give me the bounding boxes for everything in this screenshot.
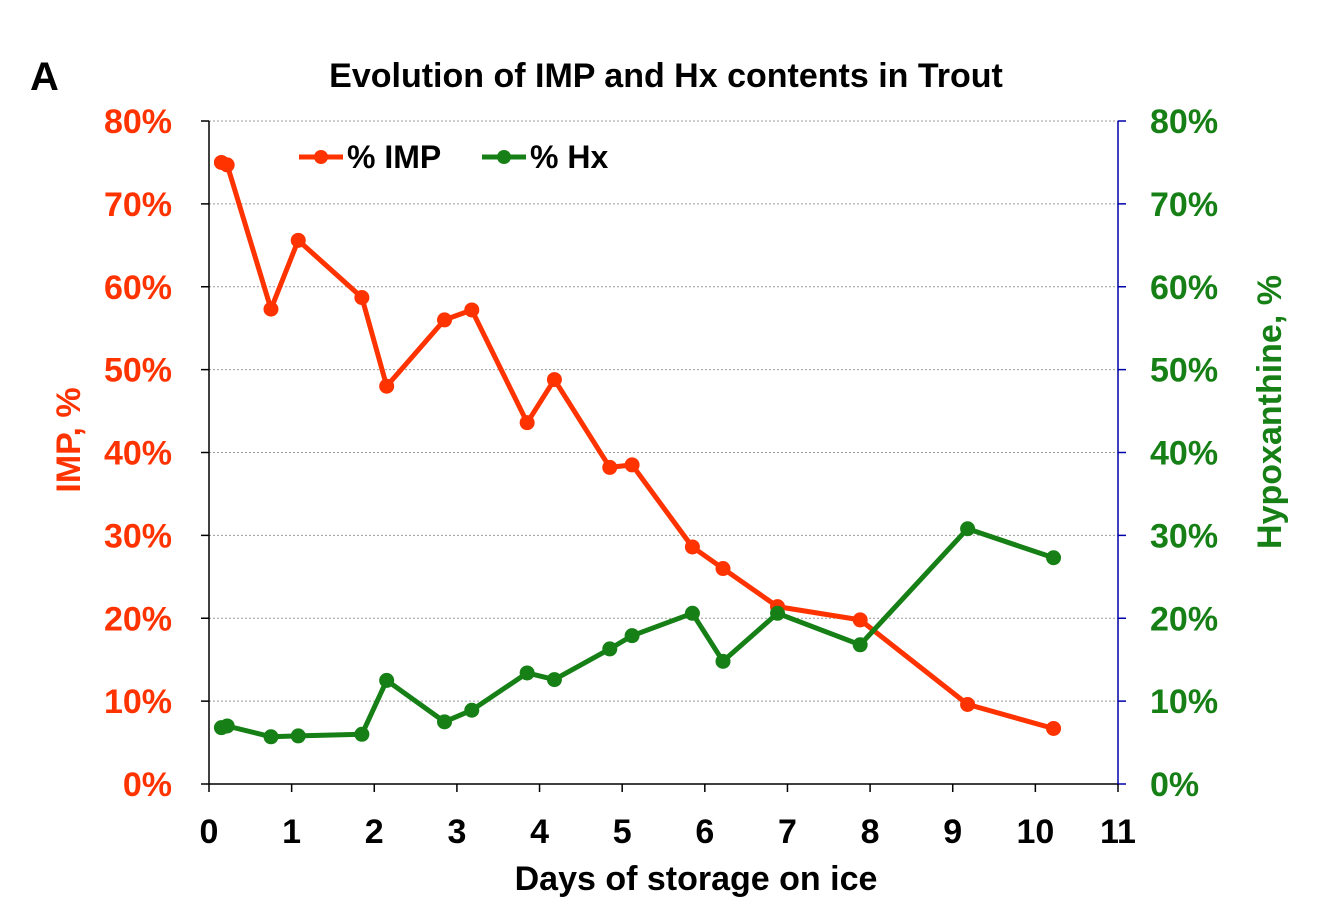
left-tick-label: 50% — [104, 352, 172, 390]
data-point-hx — [379, 672, 395, 688]
left-tick-label: 60% — [104, 269, 172, 307]
axes — [201, 120, 1126, 792]
data-point-hx — [1046, 550, 1062, 566]
data-point-imp — [960, 696, 976, 712]
left-tick-label: 40% — [104, 435, 172, 473]
x-tick-label: 3 — [447, 813, 466, 851]
legend-imp-marker — [314, 150, 328, 164]
data-point-hx — [546, 672, 562, 688]
data-point-imp — [379, 378, 395, 394]
data-point-imp — [852, 612, 868, 628]
data-point-imp — [437, 312, 453, 328]
gridlines — [209, 120, 1118, 702]
right-tick-label: 10% — [1150, 683, 1218, 721]
x-tick-label: 0 — [200, 813, 219, 851]
x-tick-label: 9 — [943, 813, 962, 851]
x-tick-label: 6 — [695, 813, 714, 851]
x-tick-label: 8 — [861, 813, 880, 851]
data-point-imp — [1046, 720, 1062, 736]
left-axis-title: IMP, % — [50, 387, 88, 492]
data-point-hx — [684, 605, 700, 621]
series-line-imp — [220, 160, 1055, 731]
series-layer — [213, 154, 1062, 745]
x-tick-label: 7 — [778, 813, 797, 851]
legend-hx-marker — [497, 150, 511, 164]
data-point-hx — [960, 521, 976, 537]
data-point-hx — [624, 628, 640, 644]
left-tick-label: 20% — [104, 600, 172, 638]
right-tick-label: 70% — [1150, 186, 1218, 224]
chart-title: Evolution of IMP and Hx contents in Trou… — [329, 57, 1003, 95]
right-axis-title: Hypoxanthine, % — [1251, 275, 1289, 549]
x-tick-label: 4 — [530, 813, 549, 851]
x-axis-title: Days of storage on ice — [515, 860, 878, 898]
data-point-hx — [437, 714, 453, 730]
left-tick-label: 30% — [104, 517, 172, 555]
data-point-imp — [624, 457, 640, 473]
data-point-hx — [263, 729, 279, 745]
right-tick-label: 30% — [1150, 517, 1218, 555]
data-point-hx — [602, 641, 618, 657]
data-point-imp — [684, 539, 700, 555]
left-tick-label: 70% — [104, 186, 172, 224]
data-point-hx — [770, 605, 786, 621]
right-tick-label: 50% — [1150, 352, 1218, 390]
right-tick-label: 20% — [1150, 600, 1218, 638]
data-point-hx — [519, 665, 535, 681]
data-point-hx — [354, 726, 370, 742]
data-point-imp — [464, 302, 480, 318]
left-tick-label: 0% — [123, 766, 172, 804]
data-point-hx — [715, 653, 731, 669]
right-tick-label: 40% — [1150, 435, 1218, 473]
data-point-hx — [464, 702, 480, 718]
tick-labels: 0%10%20%30%40%50%60%70%80%0%10%20%30%40%… — [104, 103, 1218, 851]
legend-hx-label: % Hx — [530, 139, 608, 175]
x-tick-label: 11 — [1100, 813, 1136, 851]
left-tick-label: 80% — [104, 103, 172, 141]
x-tick-label: 2 — [365, 813, 384, 851]
left-tick-label: 10% — [104, 683, 172, 721]
x-tick-label: 1 — [282, 813, 301, 851]
legend: % IMP % Hx — [299, 139, 608, 175]
data-point-imp — [290, 232, 306, 248]
data-point-imp — [602, 459, 618, 475]
x-tick-label: 5 — [613, 813, 632, 851]
legend-imp-label: % IMP — [347, 139, 441, 175]
right-tick-label: 80% — [1150, 103, 1218, 141]
right-tick-label: 0% — [1150, 766, 1199, 804]
data-point-hx — [290, 728, 306, 744]
data-point-imp — [263, 301, 279, 317]
data-point-imp — [715, 561, 731, 577]
x-tick-label: 10 — [1016, 813, 1054, 851]
data-point-hx — [852, 637, 868, 653]
data-point-imp — [546, 372, 562, 388]
panel-label: A — [30, 55, 59, 99]
right-tick-label: 60% — [1150, 269, 1218, 307]
data-point-imp — [354, 290, 370, 306]
data-point-hx — [219, 718, 235, 734]
data-point-imp — [219, 157, 235, 173]
data-point-imp — [519, 415, 535, 431]
